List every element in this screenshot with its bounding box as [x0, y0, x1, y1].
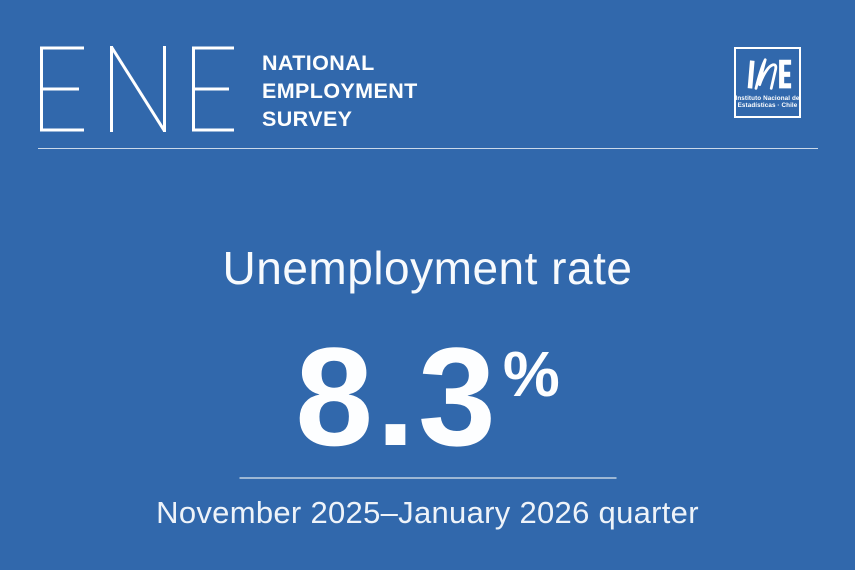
- header-divider: [38, 148, 818, 149]
- brand-acronym: ENE: [0, 0, 1, 1]
- survey-name-line: NATIONAL: [262, 51, 375, 75]
- ene-wordmark: [40, 46, 234, 132]
- unemployment-rate-value: 8.3%: [0, 327, 855, 467]
- page-title: Unemployment rate: [222, 242, 633, 294]
- logo-caption-line: Estadísticas · Chile: [737, 102, 798, 109]
- survey-name: NATIONAL EMPLOYMENT SURVEY: [262, 49, 418, 133]
- rate-number: 8.3: [295, 318, 499, 475]
- period-label: November 2025–January 2026 quarter: [156, 495, 699, 530]
- logo-caption-line: Instituto Nacional de: [735, 95, 800, 102]
- ine-logo-glyph: [747, 58, 791, 90]
- ine-logo: INE Instituto Nacional de Estadísticas ·…: [734, 47, 801, 118]
- survey-name-line: EMPLOYMENT: [262, 79, 418, 103]
- survey-name-line: SURVEY: [262, 107, 353, 131]
- value-divider: [239, 477, 616, 479]
- percent-sign: %: [502, 338, 560, 410]
- logo-caption: Instituto Nacional de Estadísticas · Chi…: [735, 95, 799, 109]
